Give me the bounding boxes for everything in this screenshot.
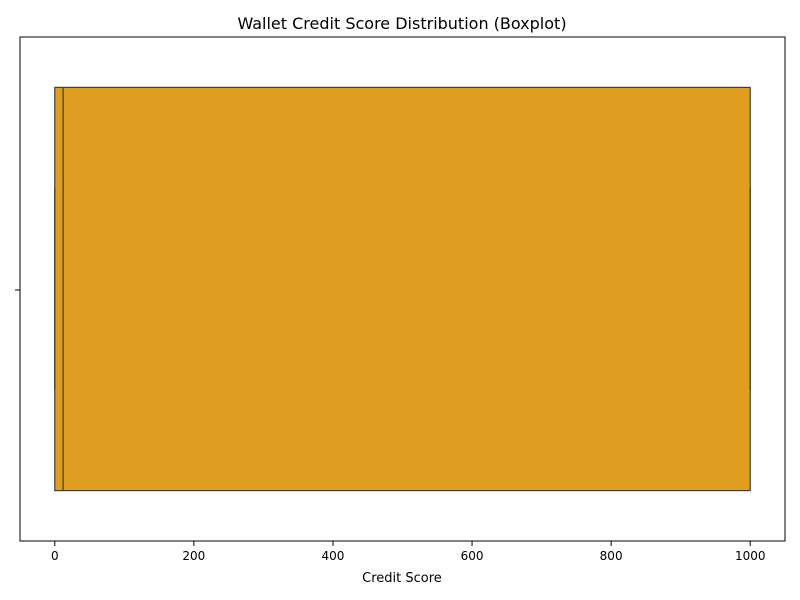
x-tick-label: 800	[600, 549, 623, 563]
x-axis-label: Credit Score	[362, 571, 442, 586]
box-iqr	[54, 86, 751, 492]
x-tick-label: 400	[322, 549, 345, 563]
x-tick-label: 600	[461, 549, 484, 563]
plot-frame	[19, 36, 786, 542]
x-tick-label: 200	[182, 549, 205, 563]
plot-area	[54, 86, 751, 492]
x-tick-label: 0	[51, 549, 59, 563]
x-axis: 0 200 400 600 800 1000	[51, 541, 766, 563]
x-tick-label: 1000	[735, 549, 766, 563]
chart-title: Wallet Credit Score Distribution (Boxplo…	[237, 14, 566, 33]
